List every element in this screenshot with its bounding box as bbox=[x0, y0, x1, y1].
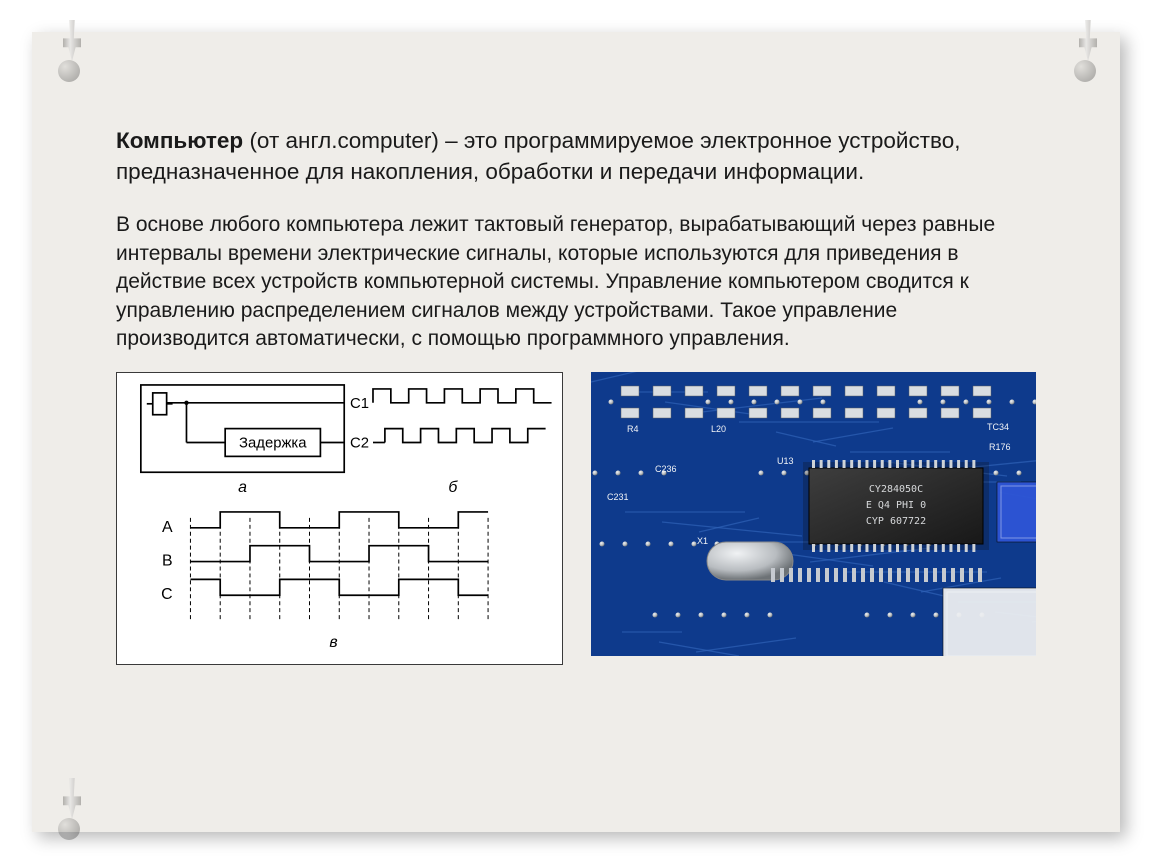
svg-text:CYP 607722: CYP 607722 bbox=[865, 516, 925, 527]
svg-text:Задержка: Задержка bbox=[239, 435, 307, 451]
svg-text:B: B bbox=[162, 552, 173, 569]
body-paragraph: В основе любого компьютера лежит тактовы… bbox=[116, 211, 1036, 354]
pushpin-icon bbox=[48, 778, 94, 838]
definition-term: Компьютер bbox=[116, 128, 249, 153]
svg-text:а: а bbox=[238, 479, 247, 496]
svg-text:A: A bbox=[162, 519, 173, 536]
svg-text:U13: U13 bbox=[777, 456, 794, 466]
svg-text:L20: L20 bbox=[711, 424, 726, 434]
svg-text:R4: R4 bbox=[627, 424, 639, 434]
svg-text:C231: C231 bbox=[607, 492, 629, 502]
svg-text:в: в bbox=[329, 634, 337, 651]
slide-content: Компьютер (от англ.computer) – это прогр… bbox=[116, 126, 1036, 792]
pcb-photo: R4 L20 C236 U13 C231 TC34 R176 X1 CY284050C E Q4 … bbox=[591, 372, 1036, 656]
svg-text:R176: R176 bbox=[989, 442, 1011, 452]
definition-dash: – bbox=[445, 128, 464, 153]
definition-etymology: (от англ.computer) bbox=[249, 128, 445, 153]
pushpin-icon bbox=[1064, 20, 1110, 80]
schematic-figure: Задержка а С1 С2 б ABCв bbox=[116, 372, 563, 665]
stage: Компьютер (от англ.computer) – это прогр… bbox=[0, 0, 1150, 864]
pcb-svg: R4 L20 C236 U13 C231 TC34 R176 X1 CY284050C E Q4 … bbox=[591, 372, 1036, 656]
svg-text:CY284050C: CY284050C bbox=[868, 484, 922, 495]
svg-text:C: C bbox=[161, 586, 172, 603]
svg-text:E Q4 PHI 0: E Q4 PHI 0 bbox=[865, 500, 925, 511]
slide-card: Компьютер (от англ.computer) – это прогр… bbox=[32, 32, 1120, 832]
svg-text:С2: С2 bbox=[350, 435, 369, 451]
svg-text:б: б bbox=[448, 479, 458, 496]
svg-text:С1: С1 bbox=[350, 396, 369, 412]
svg-text:TC34: TC34 bbox=[987, 422, 1009, 432]
schematic-svg: Задержка а С1 С2 б ABCв bbox=[121, 379, 558, 657]
svg-text:X1: X1 bbox=[697, 536, 708, 546]
figures-row: Задержка а С1 С2 б ABCв bbox=[116, 372, 1036, 665]
pushpin-icon bbox=[48, 20, 94, 80]
definition-paragraph: Компьютер (от англ.computer) – это прогр… bbox=[116, 126, 1036, 187]
svg-text:C236: C236 bbox=[655, 464, 677, 474]
